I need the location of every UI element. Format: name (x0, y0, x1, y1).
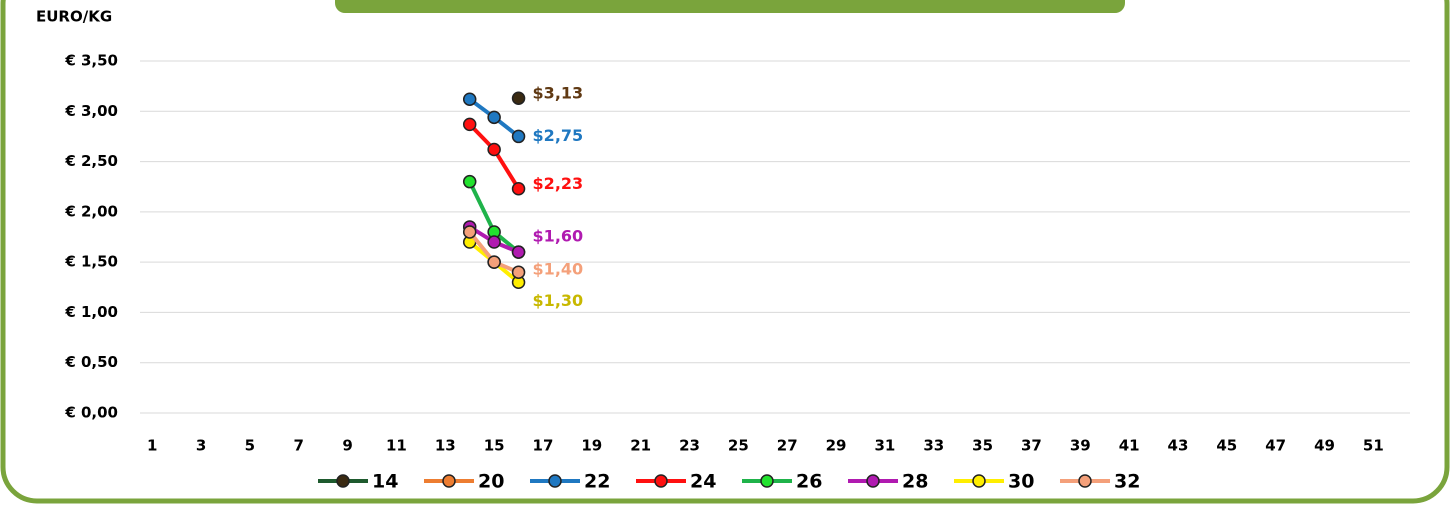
y-tick-label: € 2,50 (64, 152, 118, 170)
legend-label: 24 (690, 471, 716, 493)
data-label: $2,23 (533, 174, 584, 193)
x-tick-label: 35 (972, 437, 993, 455)
legend-marker (442, 474, 456, 488)
legend-label: 30 (1008, 471, 1034, 493)
legend-label: 20 (478, 471, 504, 493)
x-tick-label: 51 (1363, 437, 1384, 455)
x-tick-label: 17 (533, 437, 554, 455)
x-tick-label: 15 (484, 437, 505, 455)
x-tick-label: 5 (245, 437, 255, 455)
x-tick-label: 21 (630, 437, 651, 455)
x-tick-label: 9 (342, 437, 352, 455)
legend-label: 26 (796, 471, 822, 493)
x-tick-label: 43 (1168, 437, 1189, 455)
legend-label: 28 (902, 471, 928, 493)
banner (335, 0, 1125, 13)
x-tick-label: 11 (386, 437, 407, 455)
x-tick-label: 19 (581, 437, 602, 455)
y-tick-label: € 2,00 (64, 202, 118, 220)
marker (487, 235, 501, 249)
x-tick-label: 13 (435, 437, 456, 455)
x-tick-label: 1 (147, 437, 157, 455)
marker (511, 265, 526, 279)
marker (487, 110, 501, 125)
data-label: $3,13 (533, 84, 584, 103)
legend-marker (548, 474, 562, 488)
y-tick-label: € 0,50 (64, 353, 118, 371)
y-tick-label: € 1,50 (64, 253, 118, 271)
marker (462, 92, 477, 106)
legend-label: 22 (584, 471, 610, 493)
x-tick-label: 31 (874, 437, 895, 455)
x-tick-label: 29 (826, 437, 847, 455)
y-tick-label: € 3,50 (64, 52, 118, 70)
legend-marker (1078, 474, 1092, 488)
x-tick-label: 25 (728, 437, 749, 455)
x-tick-label: 45 (1216, 437, 1237, 455)
x-tick-label: 27 (777, 437, 798, 455)
data-label: $2,75 (533, 126, 584, 145)
x-tick-label: 3 (196, 437, 206, 455)
data-label: $1,60 (533, 227, 584, 246)
legend-marker (654, 474, 668, 488)
x-tick-label: 39 (1070, 437, 1091, 455)
legend-marker (866, 474, 880, 488)
data-label: $1,40 (533, 260, 584, 279)
marker (487, 255, 501, 269)
legend-label: 32 (1114, 471, 1140, 493)
marker (487, 142, 501, 157)
marker (462, 174, 477, 189)
x-tick-label: 47 (1265, 437, 1286, 455)
data-label: $1,30 (533, 291, 584, 310)
x-tick-label: 23 (679, 437, 700, 455)
marker (511, 91, 526, 105)
y-tick-label: € 1,00 (64, 303, 118, 321)
legend-marker (972, 474, 986, 488)
y-axis-title: EURO/KG (36, 8, 112, 26)
marker (511, 245, 526, 259)
x-tick-label: 37 (1021, 437, 1042, 455)
x-tick-label: 49 (1314, 437, 1335, 455)
y-tick-label: € 0,00 (64, 404, 118, 422)
legend-marker (336, 474, 350, 488)
x-tick-label: 41 (1119, 437, 1140, 455)
marker (462, 117, 477, 132)
marker (462, 225, 477, 239)
marker (511, 181, 526, 196)
x-tick-label: 33 (923, 437, 944, 455)
legend-marker (760, 474, 774, 488)
x-tick-label: 7 (294, 437, 304, 455)
marker (511, 129, 526, 144)
legend-label: 14 (372, 471, 398, 493)
y-tick-label: € 3,00 (64, 102, 118, 120)
